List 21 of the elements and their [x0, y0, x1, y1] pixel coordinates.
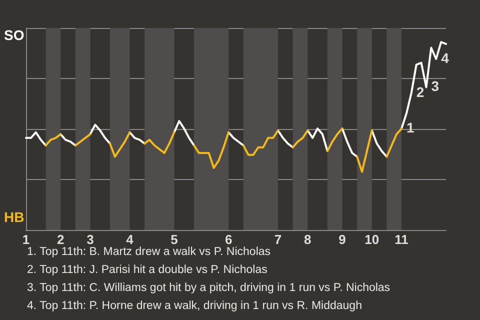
x-tick-label: 9 [338, 232, 346, 247]
text: SO [4, 27, 24, 43]
text: 1. Top 11th: B. Martz drew a walk vs P. Nicholas [27, 246, 271, 258]
text: 3. Top 11th: C. Williams got hit by a pitch, driving in 1 run vs P. Nicholas [27, 282, 390, 294]
x-tick-label: 11 [394, 232, 408, 247]
x-tick-label: 7 [274, 232, 282, 247]
x-tick-label: 10 [364, 232, 380, 247]
text: HB [4, 209, 24, 225]
x-tick-label: 3 [86, 232, 94, 247]
annotation: 3 [431, 78, 440, 94]
text: 2. Top 11th: J. Parisi hit a double vs P. Nicholas [27, 264, 268, 276]
x-tick-label: 1 [22, 232, 30, 247]
x-tick-label: 2 [56, 232, 64, 247]
x-tick-label: 5 [170, 232, 178, 247]
x-tick-label: 4 [126, 232, 134, 247]
x-tick-label: 6 [224, 232, 232, 247]
annotation: 1 [406, 120, 415, 136]
annotation: 4 [441, 50, 450, 66]
annotation: 2 [416, 84, 424, 100]
x-tick-label: 8 [304, 232, 312, 247]
text: 4. Top 11th: P. Horne drew a walk, driving in 1 run vs R. Middaugh [27, 300, 362, 312]
